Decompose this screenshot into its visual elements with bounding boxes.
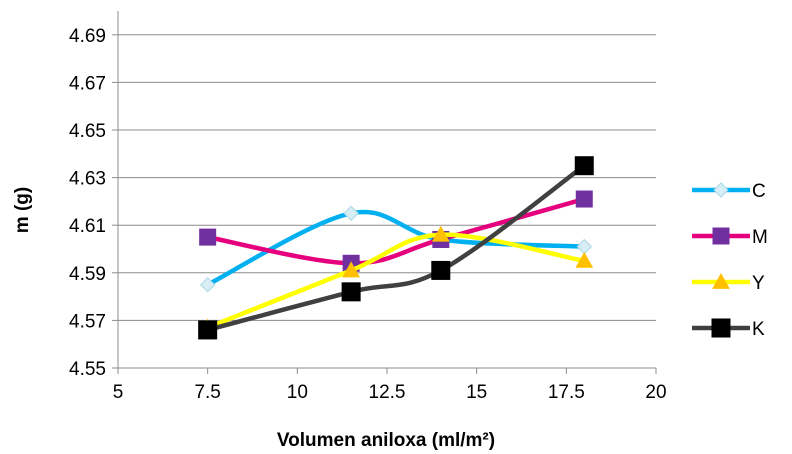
grid-lines — [118, 34, 656, 321]
y-tick-label: 4.61 — [69, 216, 106, 237]
data-point — [576, 238, 592, 255]
legend-marker — [712, 227, 730, 245]
x-tick-label: 17.5 — [548, 382, 585, 403]
x-tick-label: 10 — [287, 382, 308, 403]
legend-item-k: K — [692, 318, 765, 340]
legend-item-m: M — [692, 227, 768, 248]
y-tick-label: 4.69 — [69, 26, 106, 47]
data-point — [198, 320, 218, 340]
legend-label: K — [752, 319, 765, 340]
legend-label: M — [752, 227, 768, 248]
series-line-y — [205, 232, 587, 330]
y-tick-label: 4.63 — [69, 169, 106, 190]
data-point — [342, 261, 360, 278]
y-tick-label: 4.65 — [69, 121, 106, 142]
x-tick-label: 15 — [466, 382, 487, 403]
data-point — [431, 260, 451, 280]
legend-marker — [713, 182, 729, 198]
x-tick-labels: 5 7.5 10 12.5 15 17.5 20 — [113, 382, 667, 403]
data-point — [575, 251, 594, 268]
legend-item-c: C — [692, 181, 766, 202]
x-tick-label: 20 — [645, 382, 666, 403]
y-tick-labels: 4.55 4.57 4.59 4.61 4.63 4.65 4.67 4.69 — [69, 26, 106, 380]
data-point — [343, 205, 359, 222]
x-tick-label: 12.5 — [369, 382, 406, 403]
y-tick-label: 4.59 — [69, 264, 106, 285]
y-tick-label: 4.55 — [69, 359, 106, 380]
legend-marker — [712, 272, 730, 289]
y-tick-label: 4.67 — [69, 73, 106, 94]
data-point — [341, 282, 361, 302]
legend-label: Y — [752, 273, 765, 294]
x-axis-title: Volumen aniloxa (ml/m²) — [277, 430, 495, 451]
legend: C M Y K — [692, 181, 768, 340]
y-axis-title: m (g) — [12, 187, 33, 233]
data-point — [575, 190, 593, 208]
legend-label: C — [752, 181, 766, 202]
plot-area — [198, 156, 594, 340]
x-tick-label: 7.5 — [194, 382, 220, 403]
axes — [112, 11, 657, 374]
data-point — [431, 225, 450, 242]
series-k — [198, 156, 594, 340]
series-line-m — [205, 196, 587, 266]
data-point — [199, 228, 217, 246]
data-point — [574, 156, 594, 176]
legend-marker — [711, 318, 731, 338]
series-line-k — [205, 163, 587, 333]
x-tick-label: 5 — [113, 382, 124, 403]
data-point — [199, 276, 216, 293]
y-tick-label: 4.57 — [69, 311, 106, 332]
legend-item-y: Y — [692, 272, 765, 294]
